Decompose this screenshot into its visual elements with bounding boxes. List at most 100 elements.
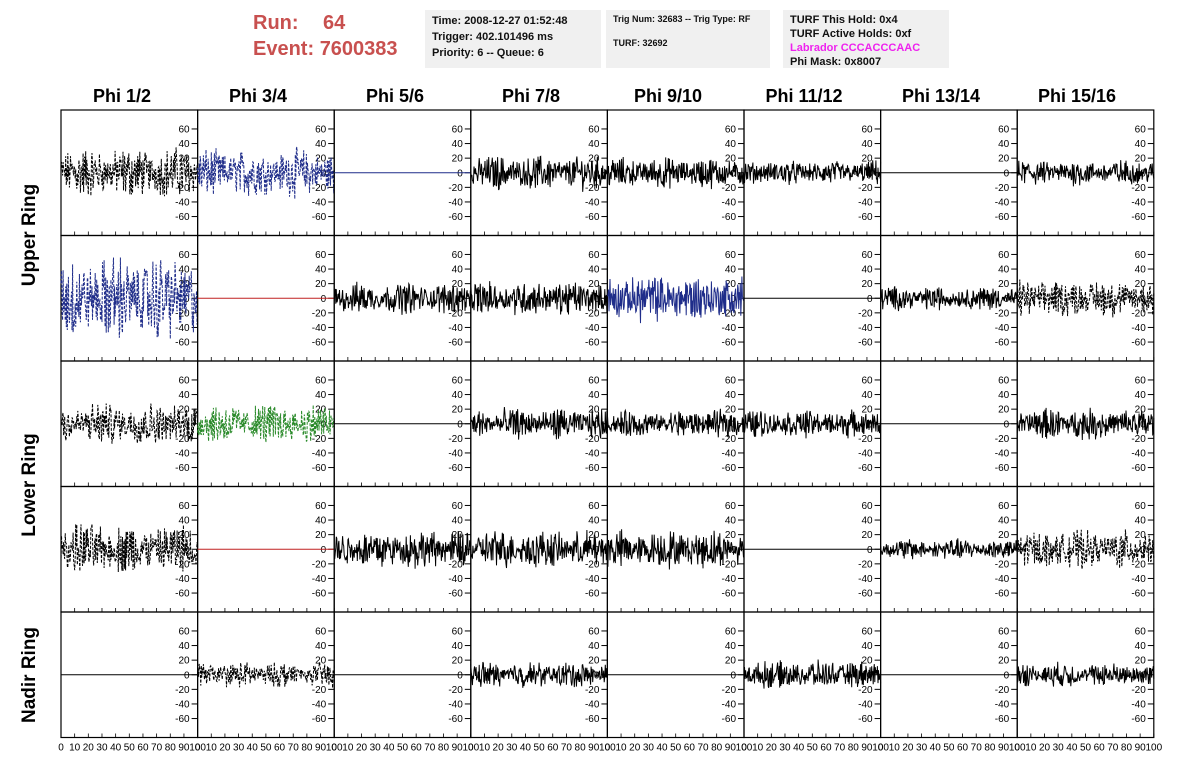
y-tick-label: -40 bbox=[448, 323, 463, 334]
y-tick-label: 20 bbox=[998, 405, 1010, 416]
x-tick-label: 50 bbox=[260, 743, 272, 754]
x-tick-label: 40 bbox=[383, 743, 395, 754]
x-tick-label: 60 bbox=[684, 743, 696, 754]
x-tick-label: 10 bbox=[479, 743, 491, 754]
y-tick-label: 60 bbox=[998, 626, 1010, 637]
y-tick-label: -40 bbox=[1131, 448, 1146, 459]
y-tick-label: 20 bbox=[725, 530, 737, 541]
y-tick-label: -60 bbox=[1131, 338, 1146, 349]
y-tick-label: -40 bbox=[858, 574, 873, 585]
y-tick-label: -40 bbox=[585, 574, 600, 585]
waveform-r2-c5 bbox=[743, 409, 882, 439]
y-tick-label: 20 bbox=[178, 279, 190, 290]
turf-active-text: TURF Active Holds: 0xf bbox=[790, 28, 912, 40]
y-tick-label: -60 bbox=[585, 589, 600, 600]
waveform-r1-c3 bbox=[470, 280, 608, 316]
y-tick-label: -20 bbox=[585, 685, 600, 696]
y-tick-label: -20 bbox=[448, 308, 463, 319]
y-tick-label: 40 bbox=[452, 139, 464, 150]
y-tick-label: 40 bbox=[178, 265, 190, 276]
y-tick-label: -40 bbox=[722, 448, 737, 459]
y-tick-label: -60 bbox=[585, 338, 600, 349]
x-tick-label: 70 bbox=[288, 743, 300, 754]
y-tick-label: -20 bbox=[312, 308, 327, 319]
waveform-r1-c0 bbox=[60, 257, 199, 339]
y-tick-label: -40 bbox=[722, 699, 737, 710]
y-tick-label: 20 bbox=[178, 530, 190, 541]
y-tick-label: -60 bbox=[312, 463, 327, 474]
y-tick-label: 20 bbox=[178, 656, 190, 667]
y-tick-label: 0 bbox=[594, 294, 600, 305]
waveform-r2-c0 bbox=[60, 403, 199, 444]
y-tick-label: -20 bbox=[995, 308, 1010, 319]
y-tick-label: 20 bbox=[588, 656, 600, 667]
y-tick-label: -40 bbox=[722, 197, 737, 208]
x-tick-label: 100 bbox=[462, 743, 479, 754]
y-tick-label: -20 bbox=[1131, 559, 1146, 570]
y-tick-label: 60 bbox=[998, 501, 1010, 512]
y-tick-label: 20 bbox=[452, 279, 464, 290]
y-tick-label: 40 bbox=[588, 516, 600, 527]
y-tick-label: -20 bbox=[722, 434, 737, 445]
column-header-phi-3-4: Phi 3/4 bbox=[228, 86, 288, 106]
x-tick-label: 20 bbox=[902, 743, 914, 754]
x-tick-label: 100 bbox=[1145, 743, 1162, 754]
y-tick-label: -60 bbox=[858, 589, 873, 600]
y-tick-label: -20 bbox=[585, 434, 600, 445]
column-header-phi-7-8: Phi 7/8 bbox=[501, 86, 561, 106]
y-tick-label: -20 bbox=[858, 308, 873, 319]
y-tick-label: -40 bbox=[585, 448, 600, 459]
y-tick-label: 0 bbox=[321, 545, 327, 556]
y-tick-label: 40 bbox=[452, 516, 464, 527]
x-tick-label: 30 bbox=[916, 743, 928, 754]
waveform-r1-c4 bbox=[607, 276, 745, 324]
y-tick-label: -40 bbox=[585, 699, 600, 710]
y-tick-label: 20 bbox=[998, 279, 1010, 290]
x-tick-label: 10 bbox=[615, 743, 627, 754]
waveform-r1-c6 bbox=[880, 286, 1018, 312]
y-tick-label: 60 bbox=[861, 250, 873, 261]
trig-num-text: Trig Num: 32683 -- Trig Type: RF bbox=[613, 14, 751, 24]
run-label: Run: bbox=[253, 12, 299, 34]
y-tick-label: -60 bbox=[995, 589, 1010, 600]
y-tick-label: -20 bbox=[722, 685, 737, 696]
y-tick-label: -40 bbox=[722, 323, 737, 334]
y-tick-label: -60 bbox=[175, 463, 190, 474]
y-tick-label: -60 bbox=[995, 212, 1010, 223]
x-tick-label: 30 bbox=[370, 743, 382, 754]
y-tick-label: -40 bbox=[175, 699, 190, 710]
x-tick-label: 50 bbox=[124, 743, 136, 754]
y-tick-label: 60 bbox=[315, 501, 327, 512]
x-tick-label: 100 bbox=[872, 743, 889, 754]
x-tick-label: 30 bbox=[643, 743, 655, 754]
y-tick-label: 60 bbox=[588, 250, 600, 261]
y-tick-label: 0 bbox=[1004, 419, 1010, 430]
x-tick-label: 40 bbox=[793, 743, 805, 754]
y-tick-label: 0 bbox=[457, 168, 463, 179]
y-tick-label: -60 bbox=[1131, 212, 1146, 223]
y-tick-label: -40 bbox=[585, 197, 600, 208]
x-tick-label: 0 bbox=[605, 743, 611, 754]
x-tick-label: 100 bbox=[189, 743, 206, 754]
y-tick-label: 40 bbox=[1135, 390, 1147, 401]
y-tick-label: 0 bbox=[321, 670, 327, 681]
y-tick-label: -60 bbox=[722, 714, 737, 725]
waveform-r2-c1 bbox=[197, 404, 335, 443]
y-tick-label: -40 bbox=[995, 699, 1010, 710]
y-tick-label: -40 bbox=[858, 699, 873, 710]
y-tick-label: 20 bbox=[1135, 405, 1147, 416]
x-tick-label: 30 bbox=[233, 743, 245, 754]
y-tick-label: 0 bbox=[730, 168, 736, 179]
y-tick-label: 60 bbox=[588, 124, 600, 135]
x-tick-label: 60 bbox=[547, 743, 559, 754]
x-tick-label: 90 bbox=[178, 743, 190, 754]
y-tick-label: 60 bbox=[178, 124, 190, 135]
x-tick-label: 40 bbox=[930, 743, 942, 754]
x-tick-label: 50 bbox=[670, 743, 682, 754]
trigger-text: Trigger: 402.101496 ms bbox=[432, 31, 554, 43]
y-tick-label: 40 bbox=[315, 265, 327, 276]
y-tick-label: 40 bbox=[178, 516, 190, 527]
y-tick-label: -20 bbox=[448, 685, 463, 696]
y-tick-label: 60 bbox=[452, 501, 464, 512]
